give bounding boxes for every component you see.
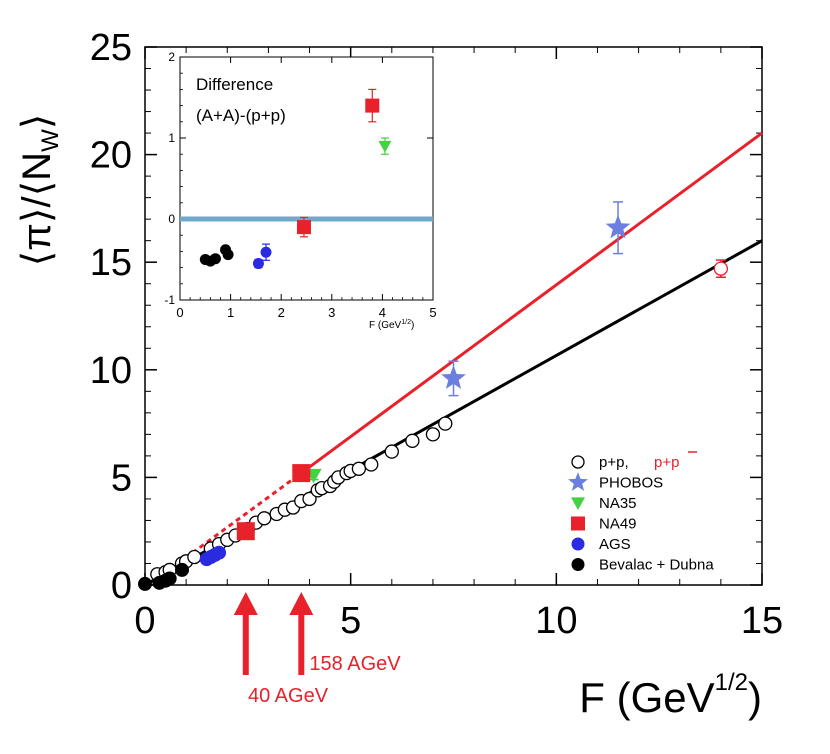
point-p-p — [187, 549, 202, 565]
legend-na49-label: NA49 — [599, 516, 637, 533]
legend-na35-label: NA35 — [599, 495, 637, 512]
y-axis-label-subscript: W — [37, 129, 64, 152]
x-tick-label: 0 — [134, 600, 155, 642]
inset-x-tick-label: 4 — [379, 305, 386, 320]
y-tick-label: 0 — [111, 565, 132, 607]
inset-x-tick-label: 5 — [429, 305, 436, 320]
point-bevalac-dubna — [162, 571, 177, 586]
inset-subtitle: (A+A)-(p+p) — [196, 106, 286, 125]
annotation-40-agev: 40 AGeV — [248, 685, 329, 707]
point-bevalac-dubna — [138, 576, 152, 591]
y-tick-label: 10 — [90, 350, 132, 392]
x-axis-label-superscript: 1/2 — [715, 669, 748, 696]
inset-x-tick-label: 2 — [278, 305, 285, 320]
x-tick-label: 15 — [741, 600, 783, 642]
legend-phobos-label: PHOBOS — [599, 475, 663, 492]
legend-ags-marker — [571, 537, 585, 551]
inset-x-tick-label: 0 — [176, 305, 183, 320]
legend-na35-marker — [571, 497, 585, 510]
y-tick-label: 20 — [90, 135, 132, 177]
point-p-p — [302, 491, 317, 507]
point-bevalac-dubna — [175, 562, 190, 577]
y-axis-label: ⟨π⟩/⟨NW⟩ — [15, 114, 64, 267]
inset-x-axis-label-superscript: 1/2 — [401, 319, 411, 326]
point-phobos — [605, 214, 631, 239]
legend-ppbar-label: p+p — [654, 454, 679, 471]
inset-point-bevalac-dubna — [209, 253, 221, 265]
point-p-p — [713, 261, 729, 276]
inset-y-tick-label: -1 — [164, 293, 175, 307]
point-ags — [212, 545, 227, 560]
point-phobos — [441, 365, 466, 389]
inset-x-axis-label-close: ) — [411, 320, 414, 331]
inset-y-tick-label: 1 — [168, 131, 175, 145]
arrow-head-158-agev — [289, 592, 314, 615]
x-axis-label: F (GeV1/2) — [579, 669, 762, 721]
legend-phobos-marker — [568, 472, 588, 491]
fit-line — [300, 131, 763, 475]
point-p-p — [364, 457, 379, 472]
arrow-head-40-agev — [233, 592, 258, 615]
inset-x-axis-label: F (GeV1/2) — [369, 319, 414, 331]
inset-point-na49 — [296, 220, 311, 235]
legend-p-p-marker — [571, 455, 585, 469]
legend-bevalac-dubna-marker — [571, 558, 585, 571]
annotations: 40 AGeV 158 AGeV — [233, 592, 401, 707]
x-axis-label-close: ) — [748, 674, 762, 721]
point-na49 — [292, 464, 311, 483]
inset-point-ags — [252, 258, 264, 270]
x-tick-label: 10 — [535, 600, 577, 642]
inset-point-bevalac-dubna — [222, 249, 234, 261]
y-axis-label-close: ⟩ — [15, 114, 59, 130]
legend-bevalac-dubna-label: Bevalac + Dubna — [599, 557, 714, 574]
legend-p-p-label: p+p, — [599, 454, 629, 471]
point-p-p — [351, 461, 367, 476]
point-p-p — [438, 416, 453, 431]
annotation-158-agev: 158 AGeV — [309, 653, 401, 675]
y-tick-label: 5 — [111, 457, 132, 499]
y-tick-label: 15 — [90, 242, 132, 284]
point-na49 — [236, 522, 255, 541]
inset-y-tick-label: 2 — [168, 50, 175, 64]
inset-x-tick-label: 1 — [227, 305, 234, 320]
legend-na49-marker — [571, 516, 585, 531]
inset-point-ags — [260, 246, 272, 258]
inset-title: Difference — [196, 75, 273, 94]
fit-line — [177, 471, 303, 565]
inset-y-tick-label: 0 — [168, 212, 175, 226]
legend: p+p, p+p PHOBOS NA35 NA49 AGS Bevalac + Dubna — [568, 451, 714, 574]
plot-frame — [144, 46, 763, 586]
point-p-p — [425, 427, 441, 442]
point-p-p — [384, 444, 399, 459]
point-p-p — [257, 511, 272, 526]
inset-point-na35 — [378, 140, 392, 153]
x-tick-label: 5 — [340, 600, 361, 642]
inset-point-na49 — [365, 98, 380, 113]
y-tick-label: 25 — [90, 27, 132, 69]
point-p-p — [405, 433, 420, 448]
inset-x-tick-label: 3 — [328, 305, 335, 320]
legend-ags-label: AGS — [599, 536, 631, 553]
inset-frame — [179, 56, 434, 301]
plot-data — [138, 131, 763, 591]
